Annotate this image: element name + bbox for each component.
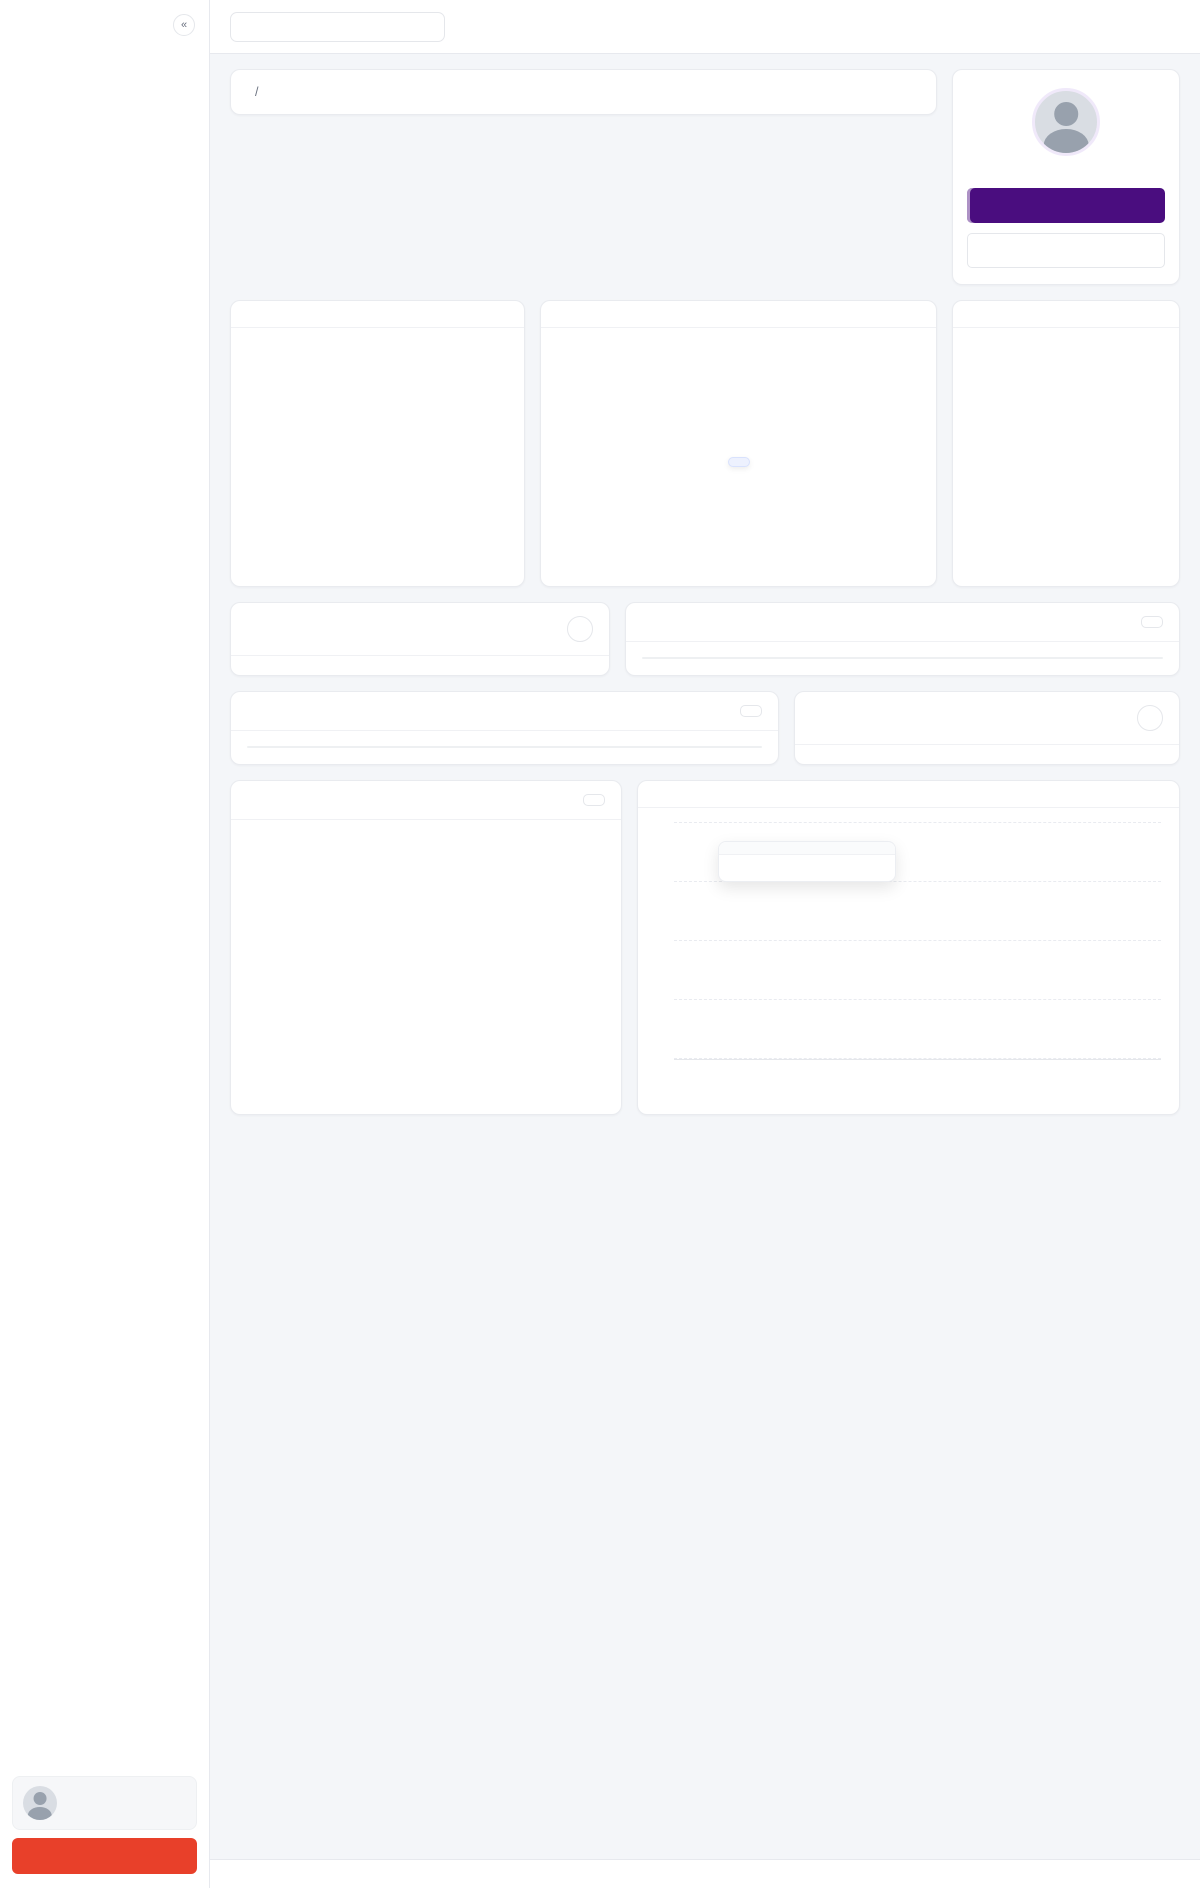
sidebar-user-card[interactable] bbox=[12, 1776, 197, 1830]
logout-button[interactable] bbox=[12, 1838, 197, 1874]
refresh-icon bbox=[574, 623, 586, 635]
search-box bbox=[230, 11, 445, 42]
sidebar-nav bbox=[0, 46, 209, 1766]
todo-list bbox=[231, 820, 621, 828]
search-icon bbox=[241, 20, 255, 34]
manage-team-button[interactable] bbox=[1141, 616, 1163, 628]
total-applications-card bbox=[540, 300, 937, 587]
salary-chart-card bbox=[637, 780, 1180, 1115]
y-axis-ticks bbox=[664, 822, 666, 1060]
admin-avatar bbox=[1032, 88, 1100, 156]
team-leads-card bbox=[625, 602, 1180, 676]
todo-card bbox=[230, 780, 622, 1115]
sidebar: « bbox=[0, 0, 210, 1888]
upcoming-leaves-table bbox=[247, 746, 762, 748]
recent-activities-card bbox=[230, 602, 610, 676]
employees-legend bbox=[231, 540, 524, 564]
tooltip-series-dot bbox=[730, 864, 738, 872]
topbar bbox=[210, 0, 1200, 54]
today-card bbox=[793, 691, 1180, 765]
activities-list bbox=[231, 656, 609, 666]
footer bbox=[210, 1859, 1200, 1888]
chart-tooltip bbox=[717, 840, 896, 882]
employees-pie-chart bbox=[289, 348, 467, 526]
applications-legend bbox=[541, 560, 936, 586]
view-all-button[interactable] bbox=[583, 794, 605, 806]
content: / bbox=[210, 54, 1200, 1844]
admin-dashboard-button[interactable] bbox=[967, 188, 1165, 223]
employee-dashboard-button[interactable] bbox=[967, 233, 1165, 268]
refresh-button[interactable] bbox=[1136, 705, 1163, 731]
total-employees-card bbox=[230, 300, 525, 587]
applications-donut-chart bbox=[636, 344, 842, 550]
salary-legend bbox=[656, 1084, 1161, 1108]
refresh-button[interactable] bbox=[567, 616, 593, 642]
search-input[interactable] bbox=[263, 19, 412, 34]
breadcrumb: / bbox=[249, 85, 264, 99]
user-avatar bbox=[23, 1786, 57, 1820]
breadcrumb-card: / bbox=[230, 69, 937, 115]
chart-tooltip bbox=[727, 457, 750, 468]
refresh-icon bbox=[1144, 712, 1156, 724]
today-list bbox=[795, 745, 1179, 761]
upcoming-leaves-card bbox=[230, 691, 779, 765]
logout-icon bbox=[94, 1849, 109, 1864]
manage-leave-button[interactable] bbox=[739, 705, 762, 717]
main-area: / bbox=[210, 0, 1200, 1888]
applications-donut-wrap bbox=[636, 344, 842, 550]
salary-chart-body bbox=[638, 808, 1179, 1114]
welcome-card bbox=[952, 69, 1180, 285]
sidebar-header: « bbox=[0, 0, 209, 46]
tooltip-title bbox=[718, 841, 895, 855]
employee-structure-rings bbox=[953, 328, 1179, 386]
breadcrumb-separator: / bbox=[255, 85, 259, 99]
shortcut-icon bbox=[420, 20, 434, 34]
employee-structure-card bbox=[952, 300, 1180, 587]
collapse-sidebar-button[interactable]: « bbox=[173, 14, 195, 36]
team-leads-table bbox=[642, 657, 1163, 659]
salary-plot-area bbox=[674, 822, 1161, 1060]
